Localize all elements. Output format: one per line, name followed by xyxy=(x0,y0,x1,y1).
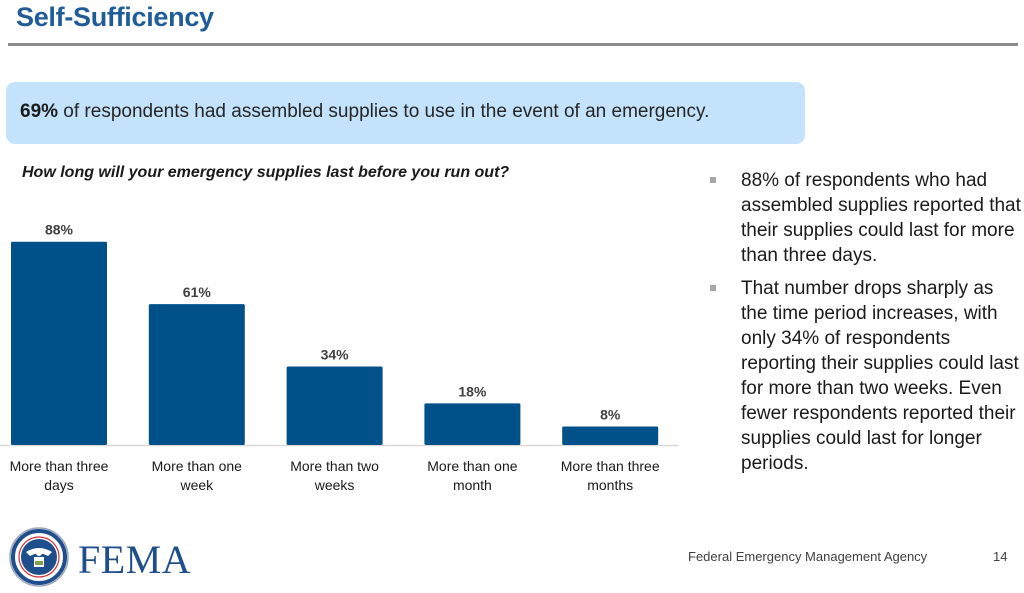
bullet-text: That number drops sharply as the time pe… xyxy=(741,278,1019,474)
bullet-text: 88% of respondents who had assembled sup… xyxy=(741,170,1021,266)
callout-text: 69% of respondents had assembled supplie… xyxy=(20,101,709,123)
bar-chart: 88% More than three days 61% More than one we… xyxy=(0,222,678,493)
summary-callout: 69% of respondents had assembled supplie… xyxy=(6,82,805,144)
bullet-item: 88% of respondents who had assembled sup… xyxy=(708,168,1024,268)
bullet-item: That number drops sharply as the time pe… xyxy=(708,276,1024,476)
category-label: More than three xyxy=(561,458,660,474)
data-label: 34% xyxy=(321,346,350,362)
category-label: week xyxy=(179,477,214,493)
category-label: weeks xyxy=(314,477,355,493)
page-number: 14 xyxy=(993,549,1008,564)
bullet-square-icon xyxy=(710,285,716,291)
category-label: More than one xyxy=(427,458,517,474)
data-label: 61% xyxy=(183,284,212,300)
page-title: Self-Sufficiency xyxy=(16,2,214,32)
category-label: More than two xyxy=(290,458,379,474)
data-label: 88% xyxy=(45,222,74,238)
category-label: month xyxy=(453,477,492,493)
data-label: 18% xyxy=(458,383,487,399)
category-label: More than three xyxy=(10,458,109,474)
dhs-seal-icon xyxy=(9,527,69,587)
callout-highlight: 69% xyxy=(20,101,59,122)
bar xyxy=(286,366,383,445)
chart-title: How long will your emergency supplies la… xyxy=(22,164,510,181)
bar xyxy=(148,304,245,445)
footer-agency-name: Federal Emergency Management Agency xyxy=(688,549,928,564)
bar xyxy=(11,241,107,445)
category-label: months xyxy=(587,477,633,493)
bar xyxy=(424,403,521,445)
fema-logo: FEMA xyxy=(8,526,192,588)
category-label: More than one xyxy=(152,458,242,474)
callout-body: of respondents had assembled supplies to… xyxy=(58,101,710,122)
data-label: 8% xyxy=(600,407,621,423)
bullet-list: 88% of respondents who had assembled sup… xyxy=(708,168,1024,484)
bullet-square-icon xyxy=(710,177,716,183)
title-divider xyxy=(8,43,1018,46)
bar xyxy=(562,426,659,445)
category-label: days xyxy=(44,477,74,493)
fema-wordmark: FEMA xyxy=(78,537,192,582)
